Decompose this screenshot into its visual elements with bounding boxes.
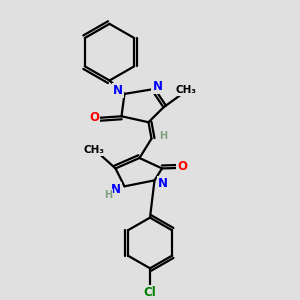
Text: H: H xyxy=(104,190,112,200)
Text: N: N xyxy=(152,80,163,93)
Text: H: H xyxy=(159,130,168,141)
Text: CH₃: CH₃ xyxy=(176,85,197,95)
Text: Cl: Cl xyxy=(144,286,156,299)
Text: N: N xyxy=(158,177,168,190)
Text: O: O xyxy=(177,160,188,173)
Text: CH₃: CH₃ xyxy=(84,145,105,155)
Text: N: N xyxy=(113,84,123,98)
Text: N: N xyxy=(111,183,121,196)
Text: O: O xyxy=(89,111,99,124)
